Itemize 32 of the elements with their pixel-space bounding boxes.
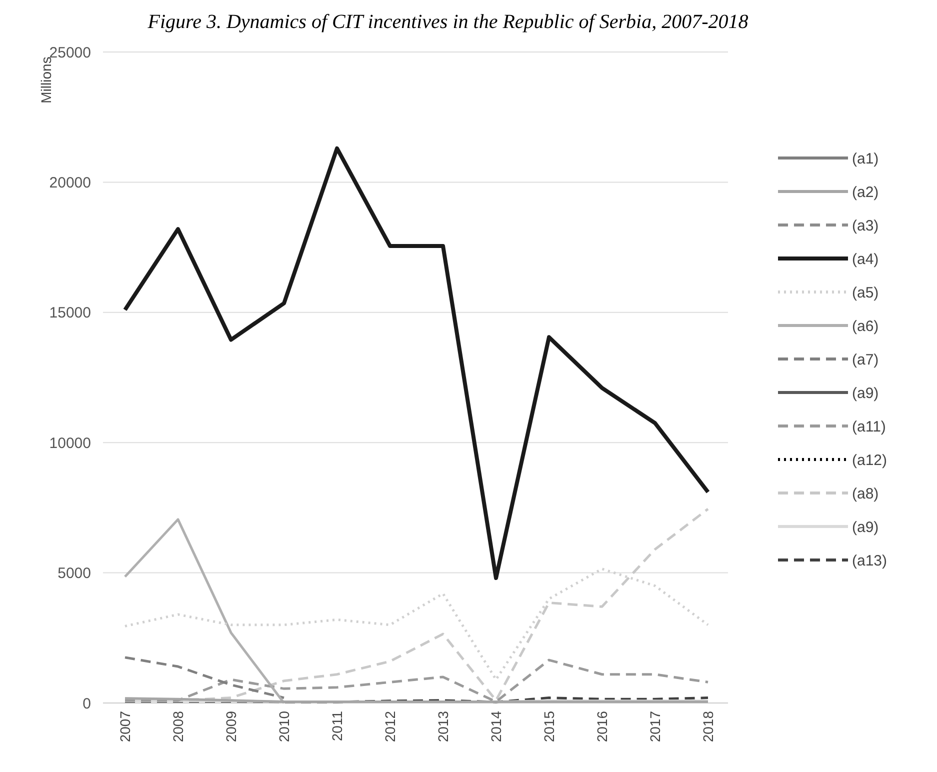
x-tick-label: 2017	[646, 710, 663, 742]
legend-label: (a6)	[852, 318, 879, 335]
legend-label: (a9)	[852, 384, 879, 402]
legend-label: (a2)	[852, 184, 879, 201]
x-tick-label: 2014	[488, 710, 504, 742]
chart-title: Figure 3. Dynamics of CIT incentives in the Republic of Serbia, 2007-2018	[146, 11, 748, 33]
y-tick-label: 10000	[49, 434, 91, 452]
y-tick-label: 0	[82, 695, 91, 712]
legend-label: (a11)	[852, 418, 886, 436]
x-tick-label: 2016	[594, 710, 610, 742]
x-tick-label: 2009	[222, 710, 239, 742]
legend-label: (a3)	[852, 217, 879, 234]
x-tick-label: 2008	[170, 710, 186, 742]
x-tick-label: 2012	[382, 710, 398, 742]
legend-label: (a13)	[852, 552, 888, 570]
x-tick-label: 2010	[276, 710, 292, 742]
legend-label: (a4)	[852, 250, 879, 268]
x-tick-label: 2011	[328, 710, 345, 742]
y-tick-label: 15000	[49, 304, 91, 322]
x-tick-label: 2018	[700, 710, 716, 742]
y-tick-label: 5000	[58, 565, 91, 582]
y-tick-label: 20000	[49, 174, 91, 192]
legend-label: (a5)	[852, 284, 879, 302]
x-tick-label: 2015	[540, 710, 557, 742]
legend-label: (a9)	[852, 518, 879, 536]
x-tick-label: 2013	[434, 710, 451, 742]
legend-label: (a1)	[852, 150, 879, 168]
legend-label: (a12)	[852, 452, 888, 469]
y-axis-title: Millions	[38, 56, 54, 104]
x-tick-label: 2007	[116, 710, 133, 742]
legend-label: (a7)	[852, 351, 879, 368]
legend-label: (a8)	[852, 485, 879, 502]
